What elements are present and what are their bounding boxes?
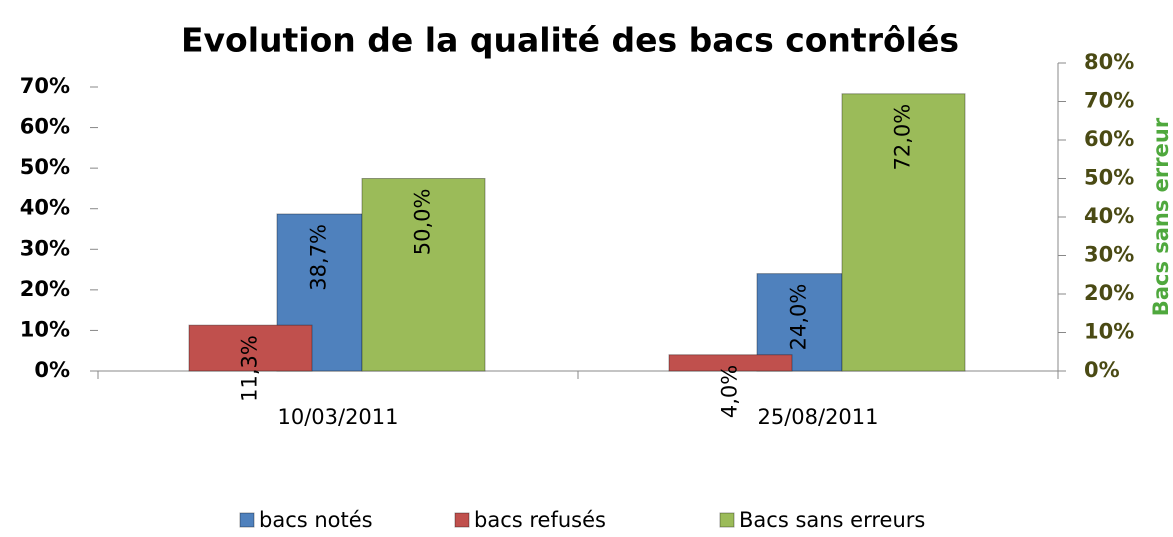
y-tick-label: 50% [20, 155, 70, 179]
bar [188, 324, 313, 372]
y2-tick-label: 20% [1084, 281, 1134, 305]
y2-tick-label: 70% [1084, 89, 1134, 113]
legend-swatch [454, 512, 470, 528]
value-label: 38,7% [307, 224, 331, 291]
value-label: 72,0% [891, 104, 915, 171]
legend-label: Bacs sans erreurs [739, 508, 925, 532]
value-label: 4,0% [718, 365, 742, 418]
bar [668, 354, 793, 372]
y2-tick-label: 50% [1084, 166, 1134, 190]
bar [841, 93, 966, 372]
y2-tick-label: 40% [1084, 204, 1134, 228]
chart-title: Evolution de la qualité des bacs contrôl… [181, 21, 959, 60]
y-tick-label: 20% [20, 277, 70, 301]
value-label: 24,0% [787, 284, 811, 351]
y-tick-label: 60% [20, 115, 70, 139]
y2-tick-label: 60% [1084, 127, 1134, 151]
y2-tick-label: 30% [1084, 243, 1134, 267]
y2-tick-label: 10% [1084, 320, 1134, 344]
y2-axis-label: Bacs sans erreur [1149, 117, 1173, 316]
y-tick-label: 0% [34, 358, 70, 382]
y-tick-label: 70% [20, 74, 70, 98]
x-tick-label: 25/08/2011 [757, 405, 878, 429]
y-tick-label: 40% [20, 196, 70, 220]
value-label: 11,3% [238, 335, 262, 402]
value-label: 50,0% [411, 189, 435, 256]
legend-swatch [719, 512, 735, 528]
legend-swatch [239, 512, 255, 528]
y2-tick-label: 80% [1084, 50, 1134, 74]
legend-label: bacs refusés [474, 508, 606, 532]
y-tick-label: 10% [20, 317, 70, 341]
bar [361, 178, 486, 372]
x-tick-label: 10/03/2011 [277, 405, 398, 429]
y2-tick-label: 0% [1084, 358, 1120, 382]
y-tick-label: 30% [20, 236, 70, 260]
legend-label: bacs notés [259, 508, 373, 532]
